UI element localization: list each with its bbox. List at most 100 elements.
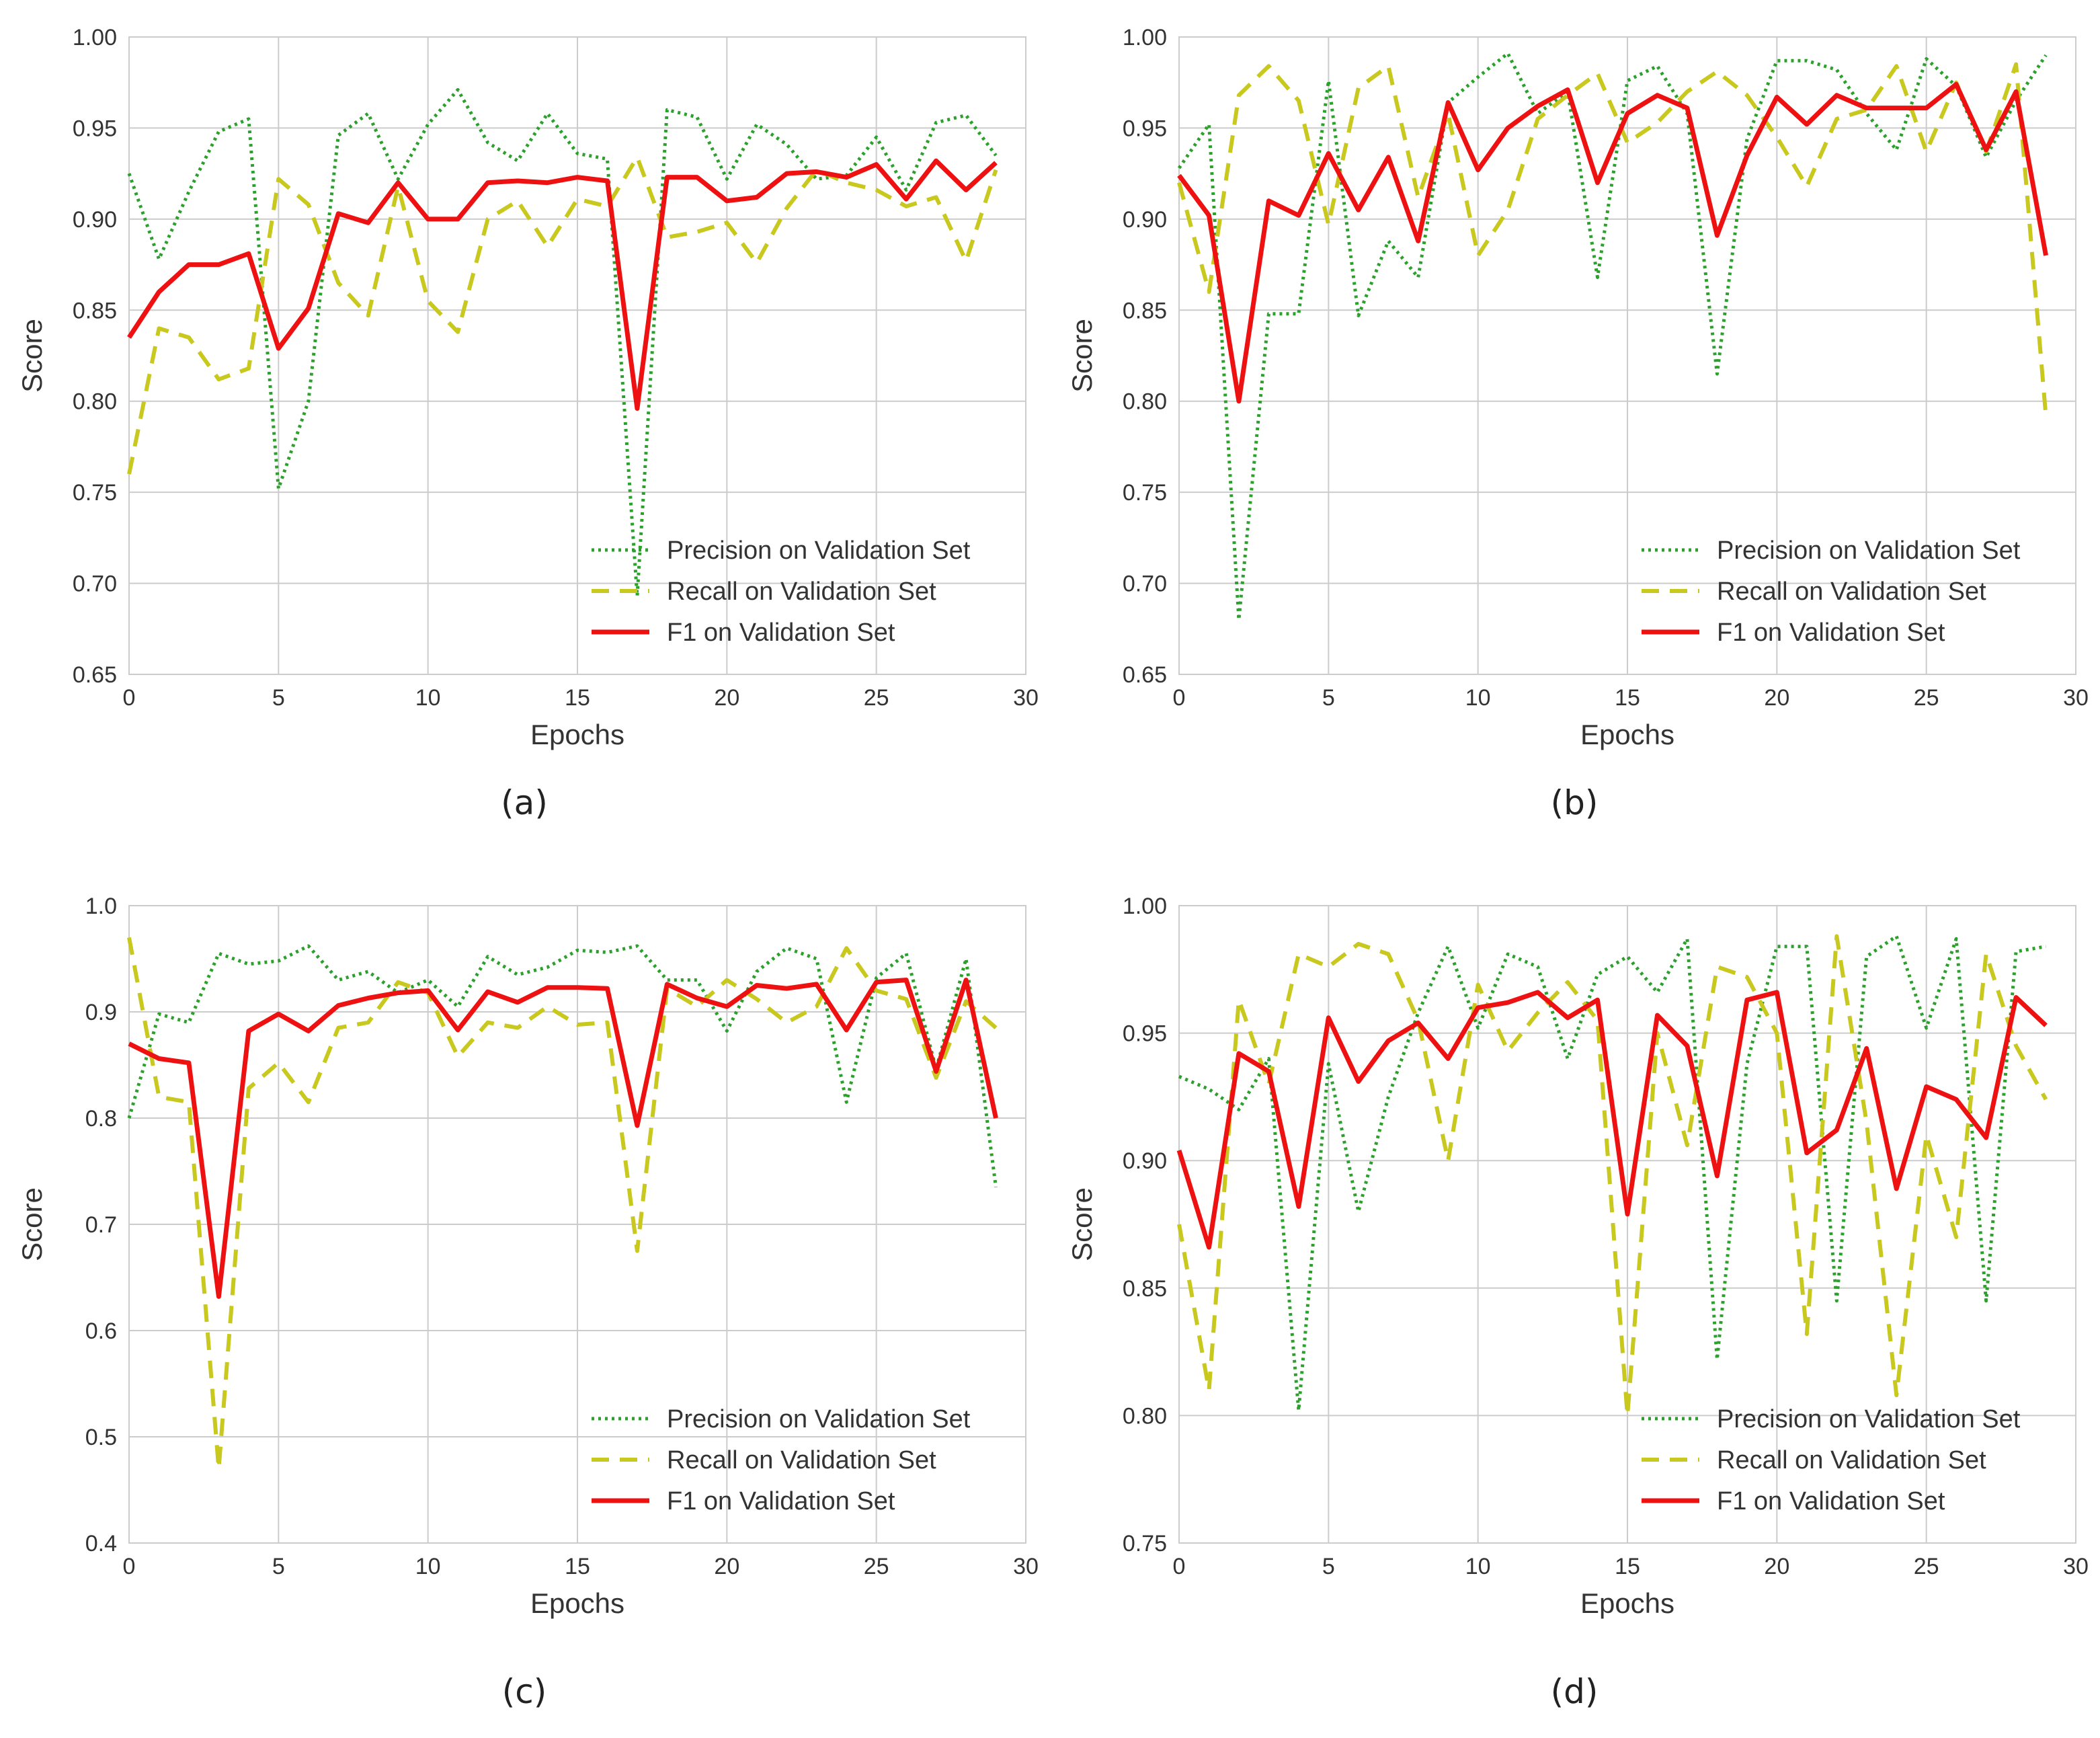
y-tick-label: 0.6: [85, 1318, 117, 1344]
y-tick-label: 0.85: [1123, 1276, 1167, 1302]
legend-label: F1 on Validation Set: [1717, 619, 1945, 647]
y-axis-label: Score: [1066, 319, 1098, 393]
precision-series-line: [1177, 51, 2048, 622]
f1-series-line: [128, 978, 998, 1299]
y-tick-label: 0.5: [85, 1425, 117, 1450]
f1-series-line: [127, 158, 998, 411]
x-axis-label: Epochs: [530, 719, 624, 750]
y-tick-label: 0.75: [1123, 480, 1167, 506]
y-tick-label: 0.4: [85, 1531, 117, 1556]
chart-c-svg: 0 5 10 15 20 25 30 0.4 0.5 0.6 0.7 0.8 0.9 1.0 Epochs S…: [16, 894, 1039, 1619]
x-tick-label: 30: [1013, 685, 1039, 711]
y-tick-label: 0.70: [73, 571, 117, 597]
y-tick-label: 0.95: [73, 116, 117, 141]
legend-label: Precision on Validation Set: [667, 1405, 971, 1433]
f1-series-line: [1176, 990, 2048, 1250]
y-tick-label: 0.9: [85, 1000, 117, 1025]
x-tick-label: 10: [1465, 1554, 1491, 1579]
legend-label: Precision on Validation Set: [1717, 537, 2021, 565]
y-tick-label: 0.65: [1123, 662, 1167, 688]
x-tick-label: 20: [714, 685, 739, 711]
recall-series-line: [1177, 934, 2048, 1418]
y-tick-label: 1.00: [1123, 25, 1167, 50]
chart-panel-a: 0 5 10 15 20 25 30 0.65 0.70 0.75 0.80 0.85 0.90 0.95…: [0, 0, 1050, 869]
x-tick-label: 30: [2063, 685, 2089, 711]
x-tick-label: 0: [1173, 1554, 1186, 1579]
y-axis-label: Score: [1066, 1187, 1098, 1261]
legend-label: F1 on Validation Set: [1717, 1487, 1945, 1515]
y-tick-label: 0.75: [1123, 1531, 1167, 1556]
y-tick-label: 0.95: [1123, 1021, 1167, 1047]
f1-series-line: [1177, 81, 2048, 404]
y-tick-label: 0.95: [1123, 116, 1167, 141]
y-tick-label: 0.80: [73, 389, 117, 415]
x-tick-label: 10: [415, 685, 441, 711]
recall-series-line: [1177, 62, 2048, 416]
caption-b: (b): [1550, 783, 1599, 822]
x-tick-label: 15: [1615, 1554, 1640, 1579]
y-tick-label: 0.90: [1123, 1148, 1167, 1174]
caption-a: (a): [501, 783, 548, 822]
x-tick-label: 5: [272, 1554, 285, 1579]
precision-series-line: [127, 88, 998, 598]
y-tick-label: 1.0: [85, 894, 117, 919]
x-axis-label: Epochs: [1580, 1587, 1674, 1619]
plot-frame: [128, 905, 1026, 1544]
y-tick-label: 0.85: [1123, 298, 1167, 323]
x-tick-label: 15: [565, 685, 590, 711]
x-tick-label: 15: [1615, 685, 1640, 711]
caption-c: (c): [501, 1672, 547, 1711]
plot-frame: [128, 36, 1026, 675]
legend-label: Recall on Validation Set: [1717, 578, 1986, 606]
x-tick-label: 20: [714, 1554, 739, 1579]
chart-panel-d: 0 5 10 15 20 25 30 0.75 0.80 0.85 0.90 0.95 1.00 Epoc…: [1050, 869, 2100, 1737]
legend-label: Precision on Validation Set: [1717, 1405, 2021, 1433]
chart-b-svg: 0 5 10 15 20 25 30 0.65 0.70 0.75 0.80 0.85 0.90 0.95…: [1066, 25, 2089, 750]
y-tick-label: 0.7: [85, 1212, 117, 1238]
y-tick-label: 0.8: [85, 1106, 117, 1132]
x-tick-label: 5: [1322, 1554, 1335, 1579]
x-tick-label: 20: [1764, 1554, 1789, 1579]
y-tick-label: 0.90: [1123, 207, 1167, 233]
x-tick-label: 5: [272, 685, 285, 711]
x-tick-label: 0: [123, 685, 136, 711]
legend-label: Recall on Validation Set: [1717, 1446, 1986, 1474]
x-axis-label: Epochs: [530, 1587, 624, 1619]
precision-series-line: [1178, 935, 2046, 1413]
y-tick-label: 1.00: [1123, 894, 1167, 919]
x-tick-label: 25: [864, 685, 889, 711]
recall-series-line: [127, 155, 998, 475]
x-tick-label: 10: [1465, 685, 1491, 711]
x-tick-label: 30: [1013, 1554, 1039, 1579]
chart-panel-b: 0 5 10 15 20 25 30 0.65 0.70 0.75 0.80 0.85 0.90 0.95…: [1050, 0, 2100, 869]
chart-d-svg: 0 5 10 15 20 25 30 0.75 0.80 0.85 0.90 0.95 1.00 Epoc…: [1066, 894, 2089, 1619]
x-tick-label: 25: [1914, 1554, 1939, 1579]
caption-d: (d): [1550, 1672, 1599, 1711]
recall-series-line: [127, 937, 998, 1471]
x-tick-label: 20: [1764, 685, 1789, 711]
x-tick-label: 0: [123, 1554, 136, 1579]
y-tick-label: 0.75: [73, 480, 117, 506]
x-tick-label: 5: [1322, 685, 1335, 711]
y-axis-label: Score: [16, 319, 48, 393]
chart-a-svg: 0 5 10 15 20 25 30 0.65 0.70 0.75 0.80 0.85 0.90 0.95…: [16, 25, 1039, 750]
y-axis-label: Score: [16, 1187, 48, 1261]
x-tick-label: 15: [565, 1554, 590, 1579]
y-tick-label: 0.80: [1123, 389, 1167, 415]
legend-label: Recall on Validation Set: [667, 578, 936, 606]
y-tick-label: 0.70: [1123, 571, 1167, 597]
legend-label: F1 on Validation Set: [667, 619, 895, 647]
x-tick-label: 25: [1914, 685, 1939, 711]
x-tick-label: 30: [2063, 1554, 2089, 1579]
precision-series-line: [127, 944, 998, 1188]
legend-label: Precision on Validation Set: [667, 537, 971, 565]
x-tick-label: 10: [415, 1554, 441, 1579]
x-tick-label: 0: [1173, 685, 1186, 711]
legend-label: Recall on Validation Set: [667, 1446, 936, 1474]
x-axis-label: Epochs: [1580, 719, 1674, 750]
y-tick-label: 0.80: [1123, 1403, 1167, 1429]
y-tick-label: 0.85: [73, 298, 117, 323]
x-tick-label: 25: [864, 1554, 889, 1579]
chart-panel-c: 0 5 10 15 20 25 30 0.4 0.5 0.6 0.7 0.8 0.9 1.0 Epochs S…: [0, 869, 1050, 1737]
plot-frame: [1178, 36, 2076, 675]
